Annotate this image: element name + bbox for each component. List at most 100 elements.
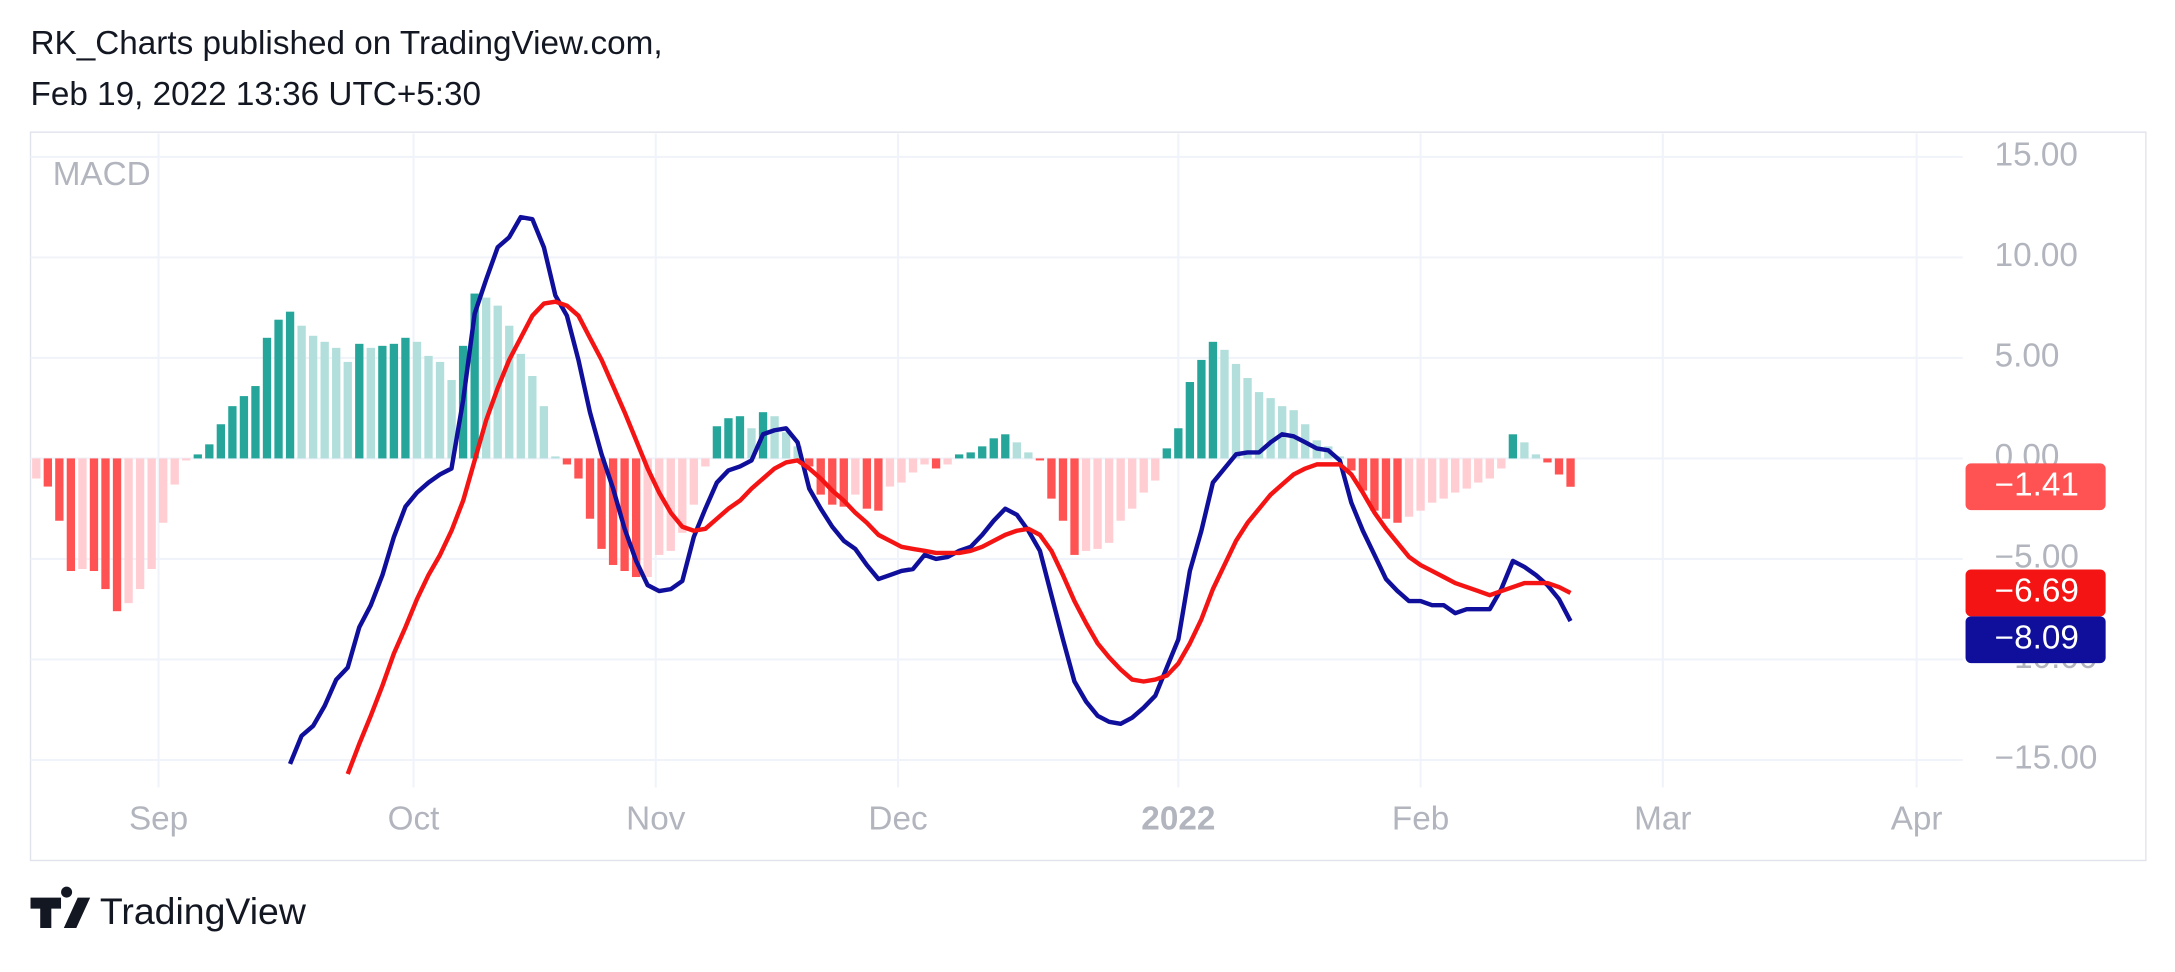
histogram-bar [1404,458,1414,517]
histogram-bar [1001,434,1010,459]
x-tick-label: Dec [868,800,927,837]
histogram-bar [539,406,549,459]
histogram-bar [159,458,168,523]
histogram-bar [724,418,733,459]
histogram-bar [262,337,272,459]
histogram-bar [908,458,918,473]
x-tick-label: Apr [1891,800,1943,837]
x-tick-label: 2022 [1141,800,1215,837]
histogram-bar [274,319,283,459]
histogram-bar [551,456,560,459]
histogram-bar [562,458,572,465]
histogram-bar [1474,458,1483,483]
histogram-bar [608,458,618,565]
histogram-bar [828,458,837,505]
histogram-bar [1416,458,1425,511]
histogram-bar [1024,452,1033,459]
histogram-bar [378,345,387,459]
histogram-bar [954,454,964,459]
histogram-bar [620,458,629,571]
histogram-bar [147,458,156,569]
histogram-bar [332,347,341,459]
histogram-bar [1081,458,1091,551]
y-tick-label: 5.00 [1995,338,2060,375]
histogram-bar [412,341,422,459]
price-badge [1965,569,2106,617]
histogram-bar [920,458,929,465]
histogram-bar [320,341,329,459]
histogram-bar [447,380,456,459]
histogram-bar [805,458,814,467]
histogram-bar [839,458,848,507]
histogram-bar [205,444,214,459]
histogram-bar [689,458,698,505]
histogram-bar [966,452,975,459]
histogram-bar [597,458,606,549]
histogram-bar [389,343,399,459]
histogram-bar [678,458,687,533]
histogram-bar [170,458,179,485]
histogram-bar [435,361,445,459]
y-tick-label: 15.00 [1995,137,2078,174]
histogram-bar [943,458,952,465]
histogram-bar [862,458,872,509]
histogram-bar [297,325,306,459]
histogram-bar [1162,448,1171,459]
histogram-bar [897,458,906,483]
histogram-bar [1554,458,1564,475]
histogram-bar [1497,458,1506,469]
histogram-bar [401,337,410,459]
histogram-bar [1104,458,1114,543]
histogram-bar [1012,442,1021,459]
histogram-bar [781,432,791,459]
histogram-bar [1543,458,1552,463]
histogram-bar [631,458,641,578]
histogram-bar [355,343,364,459]
grid [30,133,1963,788]
histogram-bar [1231,363,1241,459]
histogram-bar [793,446,802,459]
histogram-bar [55,458,64,521]
logo [30,886,91,928]
histogram-bar [1451,458,1460,493]
histogram-bar [493,305,502,459]
histogram-bar [470,293,479,459]
y-tick-label: 10.00 [1995,237,2078,274]
histogram-bar [1151,458,1160,481]
histogram-bar [1485,458,1494,479]
plot [32,214,1575,775]
histogram-bar [1335,456,1344,459]
histogram-bar [1070,458,1079,555]
histogram-bar [66,458,76,571]
histogram-bar [885,458,895,487]
histogram-bar [1531,454,1541,459]
histogram-bar [78,458,87,569]
histogram-bar [1427,458,1437,503]
price-badge-label: −8.09 [1995,620,2079,657]
histogram-bar [124,458,133,604]
histogram-bar [216,424,226,459]
histogram-bar [1439,458,1448,499]
histogram-bar [770,416,779,459]
histogram-bar [1058,458,1068,521]
histogram-bar [516,353,525,459]
histogram-bar [112,458,122,612]
histogram-bar [712,426,722,459]
histogram-bar [101,458,110,590]
histogram-bar [182,458,191,461]
x-tick-label: Mar [1634,800,1691,837]
x-tick-label: Nov [626,800,686,837]
indicator-title: MACD [53,156,151,193]
histogram-bar [343,361,352,459]
histogram-bar [1185,382,1195,459]
chart-frame [29,131,2147,862]
histogram-bar [1139,458,1148,493]
histogram-bar [701,458,710,467]
histogram-bar [1347,458,1356,471]
histogram-bar [1566,458,1575,487]
y-tick-label: −15.00 [1995,740,2098,777]
indicator-line [345,299,1572,775]
histogram-bar [1047,458,1056,499]
histogram-bar [874,458,883,511]
histogram-bar [574,458,583,479]
